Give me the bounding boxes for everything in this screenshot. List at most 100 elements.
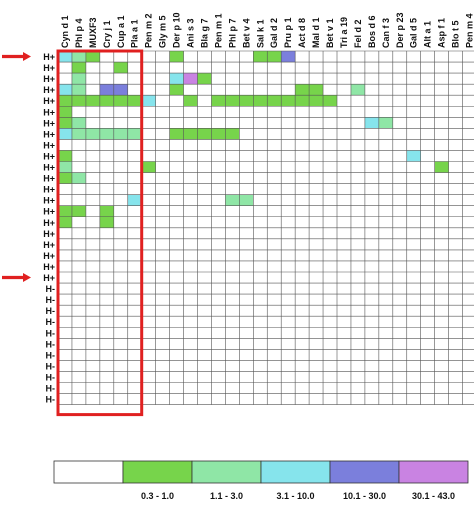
row-label: H- [46, 395, 56, 405]
row-label: H- [46, 284, 56, 294]
heatmap-cell [267, 51, 282, 63]
row-label: H- [46, 306, 56, 316]
row-label: H+ [43, 163, 55, 173]
row-label: H+ [43, 251, 55, 261]
legend-label: 30.1 - 43.0 [412, 491, 455, 501]
column-label: Cup a 1 [116, 15, 126, 48]
legend-swatch [398, 460, 469, 484]
heatmap-cell [169, 51, 184, 63]
column-label: Alt a 1 [423, 21, 433, 48]
heatmap-cell [211, 128, 226, 140]
row-labels: H+H+H+H+H+H+H+H+H+H+H+H+H+H+H+H+H+H+H+H+… [43, 52, 55, 405]
heatmap-cell [295, 95, 310, 107]
column-label: Asp f 1 [437, 18, 447, 48]
row-label: H- [46, 384, 56, 394]
row-label: H+ [43, 74, 55, 84]
column-labels: Cyn d 1 Phl p 4 MUXF3 Cry j 1 Cup a 1 Pla a 1… [60, 12, 474, 48]
heatmap-cell [71, 172, 86, 184]
heatmap-cell [239, 95, 254, 107]
column-label: Blo t 5 [451, 20, 461, 48]
heatmap-cell [281, 95, 296, 107]
heatmap-cell [58, 216, 72, 228]
column-label: Bet v 1 [325, 18, 335, 48]
legend-swatch [122, 460, 193, 484]
column-label: Phl p 7 [227, 18, 237, 48]
row-label: H+ [43, 196, 55, 206]
heatmap-cell [141, 161, 156, 173]
row-label: H+ [43, 229, 55, 239]
heatmap-cell [71, 62, 86, 74]
row-label: H+ [43, 52, 55, 62]
column-label: Pen m 2 [144, 13, 154, 48]
column-label: Ani s 3 [186, 18, 196, 48]
heatmap-cell [253, 95, 268, 107]
heatmap-cell [113, 62, 128, 74]
heatmap-cell [113, 95, 128, 107]
heatmap-cell [197, 128, 212, 140]
heatmap-cell [197, 73, 212, 85]
heatmap-cell [378, 117, 393, 129]
legend-swatch [191, 460, 262, 484]
heatmap-cell [58, 84, 72, 96]
row-label: H- [46, 372, 56, 382]
heatmap-cell [71, 51, 86, 63]
row-label: H+ [43, 207, 55, 217]
column-label: Cry j 1 [102, 20, 112, 48]
row-label: H+ [43, 140, 55, 150]
heatmap-cell [85, 128, 100, 140]
legend-swatch [53, 460, 124, 484]
heatmap-cell [58, 106, 72, 118]
heatmap-cell [295, 84, 310, 96]
heatmap-cell [169, 84, 184, 96]
column-label: Mal d 1 [311, 17, 321, 48]
heatmap-cell [309, 95, 324, 107]
heatmap-cell [58, 205, 72, 217]
row-label: H+ [43, 96, 55, 106]
heatmap-cell [183, 95, 198, 107]
heatmap-cell [71, 117, 86, 129]
legend-label: 10.1 - 30.0 [343, 491, 386, 501]
heatmap-cell [58, 128, 72, 140]
heatmap-cell [225, 95, 240, 107]
heatmap-cell [434, 161, 449, 173]
column-label: Der p 10 [172, 12, 182, 48]
legend-swatch [260, 460, 331, 484]
heatmap-cell [58, 172, 72, 184]
heatmap-cell [99, 216, 114, 228]
heatmap-cell [281, 51, 296, 63]
heatmap-cell [113, 84, 128, 96]
heatmap-cell [58, 150, 72, 162]
heatmap-cell [71, 73, 86, 85]
column-label: Gly m 5 [158, 15, 168, 48]
column-label: Act d 8 [297, 18, 307, 48]
row-label: H+ [43, 63, 55, 73]
column-label: Pru p 1 [283, 17, 293, 48]
heatmap-cell [239, 194, 254, 206]
heatmap-cell [58, 117, 72, 129]
color-legend: 0.3 - 1.0 1.1 - 3.0 3.1 - 10.0 10.1 - 30.0 3… [53, 460, 469, 501]
heatmap-cell [113, 128, 128, 140]
row-label: H- [46, 317, 56, 327]
row-label: H- [46, 339, 56, 349]
heatmap-cell [406, 150, 421, 162]
row-label: H+ [43, 240, 55, 250]
heatmap-cell [364, 117, 379, 129]
row-label: H- [46, 350, 56, 360]
column-label: Pla a 1 [130, 19, 140, 48]
column-label: Sal k 1 [255, 19, 265, 48]
column-label: Gal d 2 [269, 18, 279, 48]
legend-label: 0.3 - 1.0 [141, 491, 174, 501]
heatmap-cell [309, 84, 324, 96]
heatmap-cell [99, 95, 114, 107]
heatmap-cell [85, 95, 100, 107]
column-label: MUXF3 [88, 17, 98, 48]
heatmap-cell [71, 84, 86, 96]
row-label: H+ [43, 185, 55, 195]
column-label: Can f 3 [381, 18, 391, 48]
heatmap-cell [71, 128, 86, 140]
row-label: H+ [43, 273, 55, 283]
row-label: H+ [43, 129, 55, 139]
column-label: Gal d 5 [409, 18, 419, 48]
legend-label: 3.1 - 10.0 [276, 491, 314, 501]
